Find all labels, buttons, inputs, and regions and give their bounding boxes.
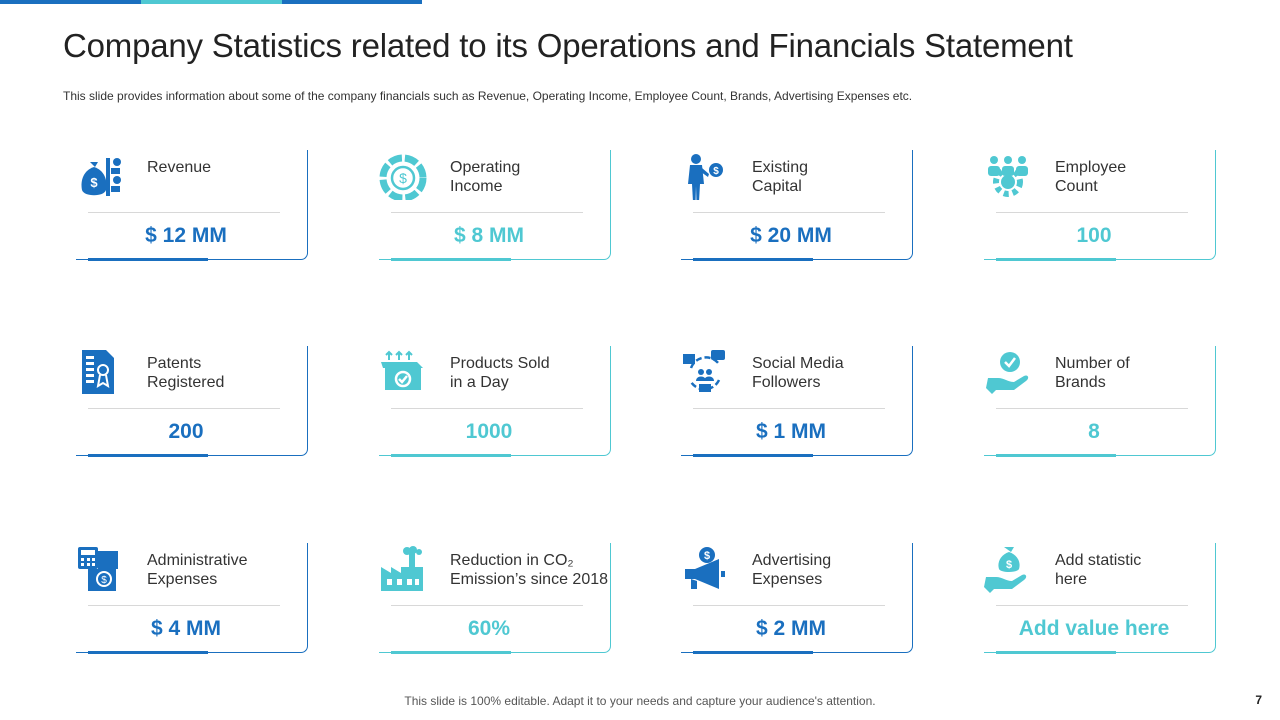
stat-value: 8 (1088, 420, 1100, 443)
stat-label: Patents Registered (147, 355, 225, 391)
svg-text:$: $ (1006, 559, 1012, 571)
svg-text:$: $ (704, 550, 710, 562)
slide-title: Company Statistics related to its Operat… (63, 27, 1073, 64)
slide-subtitle: This slide provides information about so… (63, 89, 913, 103)
svg-text:$: $ (713, 166, 719, 177)
card-divider (88, 605, 280, 606)
card-divider (996, 212, 1188, 213)
card-accent-bar (996, 454, 1116, 457)
stat-value: 1000 (465, 420, 513, 443)
card-divider (693, 212, 885, 213)
card-accent-bar (88, 454, 208, 457)
svg-text:$: $ (399, 170, 407, 186)
stat-card: Employee Count 100 (984, 150, 1216, 262)
stat-label: Add statistic here (1055, 552, 1142, 588)
stat-label: Existing Capital (752, 159, 809, 195)
stat-card: $ Existing Capital $ 20 MM (681, 150, 913, 262)
stat-card: $ Administrative Expenses $ 4 MM (76, 543, 308, 655)
dollar-circle-icon: $ (379, 152, 427, 202)
page-number: 7 (1255, 693, 1262, 707)
card-accent-bar (391, 454, 511, 457)
stat-value: $ 4 MM (150, 617, 221, 640)
calculator-invoice-icon: $ (76, 545, 124, 593)
stat-card: $ Advertising Expenses $ 2 MM (681, 543, 913, 655)
hand-money-bag-icon: $ (984, 545, 1032, 593)
stat-label: Number of Brands (1055, 355, 1130, 391)
card-divider (391, 408, 583, 409)
stat-card: Products Sold in a Day 1000 (379, 346, 611, 458)
stat-value: $ 8 MM (453, 224, 524, 247)
top-accent-bar (282, 0, 422, 4)
stat-value: $ 12 MM (145, 224, 227, 247)
card-divider (391, 605, 583, 606)
card-accent-bar (693, 454, 813, 457)
social-network-icon (681, 348, 729, 396)
card-accent-bar (693, 651, 813, 654)
stat-value: 60% (467, 617, 511, 640)
card-divider (996, 605, 1188, 606)
card-divider (693, 605, 885, 606)
stat-value: $ 1 MM (755, 420, 826, 443)
hand-badge-icon (984, 348, 1032, 396)
top-accent-bar (0, 0, 141, 4)
factory-icon (379, 545, 427, 593)
stat-label: Advertising Expenses (752, 552, 832, 588)
stat-label: Administrative Expenses (147, 552, 248, 588)
money-bag-chart-icon: $ (76, 152, 124, 200)
stat-card: $ Add statistic here Add value here (984, 543, 1216, 655)
stat-label: Employee Count (1055, 159, 1127, 195)
stat-card: Social Media Followers $ 1 MM (681, 346, 913, 458)
stat-label: Operating Income (450, 159, 521, 195)
stat-card: Reduction in CO₂ Emission’s since 2018 60… (379, 543, 611, 655)
card-accent-bar (391, 258, 511, 261)
svg-text:$: $ (101, 575, 107, 586)
footer-note: This slide is 100% editable. Adapt it to… (404, 694, 876, 708)
megaphone-dollar-icon: $ (681, 545, 729, 593)
stat-label: Reduction in CO₂ Emission’s since 2018 (450, 552, 609, 588)
stat-card: $ Operating Income $ 8 MM (379, 150, 611, 262)
stat-label: Social Media Followers (752, 355, 844, 391)
card-accent-bar (693, 258, 813, 261)
stat-value: $ 20 MM (750, 224, 832, 247)
svg-text:$: $ (90, 175, 98, 190)
card-divider (88, 212, 280, 213)
stat-card: Number of Brands 8 (984, 346, 1216, 458)
businessman-dollar-icon: $ (681, 152, 729, 202)
product-box-icon (379, 348, 427, 396)
stat-label: Revenue (147, 159, 212, 176)
top-accent-bar (141, 0, 282, 4)
stat-value: 100 (1076, 224, 1112, 247)
card-accent-bar (996, 651, 1116, 654)
stat-label: Products Sold in a Day (450, 355, 550, 391)
card-divider (88, 408, 280, 409)
card-accent-bar (391, 651, 511, 654)
card-divider (391, 212, 583, 213)
stat-card: $ Revenue $ 12 MM (76, 150, 308, 262)
card-divider (996, 408, 1188, 409)
stat-value: $ 2 MM (755, 617, 826, 640)
card-accent-bar (88, 651, 208, 654)
stat-card: Patents Registered 200 (76, 346, 308, 458)
stat-value: 200 (168, 420, 204, 443)
stat-value: Add value here (1018, 617, 1170, 640)
patent-document-icon (76, 348, 124, 396)
card-divider (693, 408, 885, 409)
team-gear-icon (984, 152, 1032, 200)
card-accent-bar (88, 258, 208, 261)
card-accent-bar (996, 258, 1116, 261)
